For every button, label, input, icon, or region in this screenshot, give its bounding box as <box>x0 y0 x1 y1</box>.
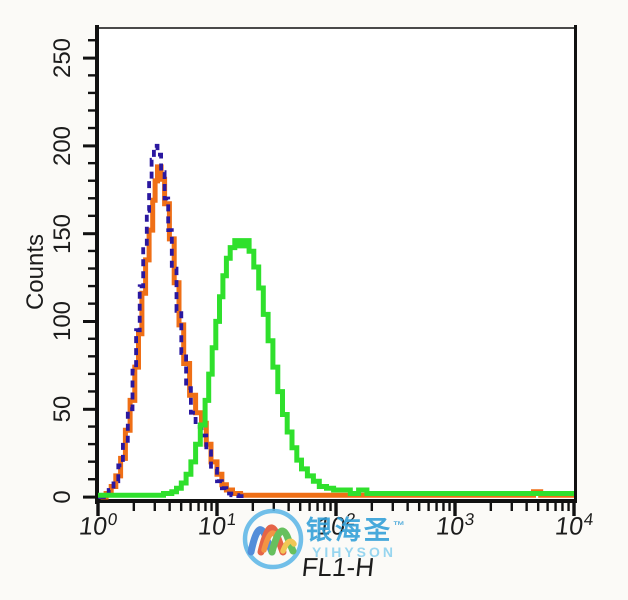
y-minor-tick <box>88 355 95 358</box>
x-minor-tick <box>308 503 311 511</box>
y-minor-tick <box>88 284 95 288</box>
x-minor-tick <box>442 503 445 511</box>
x-axis-line <box>95 499 577 503</box>
y-major-tick <box>83 232 95 236</box>
curve-sample-green <box>98 238 574 498</box>
y-axis-title: Counts <box>22 233 49 311</box>
x-minor-tick <box>168 503 171 511</box>
y-major-tick <box>83 495 95 499</box>
y-minor-tick <box>88 109 95 112</box>
y-minor-tick <box>88 91 95 95</box>
y-minor-tick <box>88 302 95 305</box>
y-minor-tick <box>88 267 95 270</box>
x-minor-tick <box>489 503 493 511</box>
x-minor-tick <box>525 503 528 511</box>
x-minor-tick <box>370 503 374 511</box>
y-minor-tick <box>88 390 95 393</box>
x-minor-tick <box>567 503 570 511</box>
x-minor-tick <box>323 503 326 511</box>
x-minor-tick <box>132 503 136 511</box>
x-minor-tick <box>329 503 332 511</box>
x-minor-tick <box>427 503 430 511</box>
y-major-tick <box>83 144 95 148</box>
y-minor-tick <box>88 442 95 446</box>
x-minor-tick <box>406 503 409 511</box>
curve-control-dashed-navy <box>98 143 249 499</box>
plot-frame-top <box>95 27 577 29</box>
y-minor-tick <box>88 161 95 165</box>
y-minor-tick <box>88 425 95 428</box>
x-minor-tick <box>391 503 394 511</box>
y-tick-label: 200 <box>49 125 76 166</box>
x-minor-tick <box>554 503 557 511</box>
watermark-logo-icon <box>242 508 304 570</box>
x-tick-label: 101 <box>196 510 238 541</box>
y-tick-label: 0 <box>49 490 76 504</box>
x-minor-tick <box>510 503 513 511</box>
y-major-tick <box>83 320 95 323</box>
x-major-tick <box>334 503 338 516</box>
y-minor-tick <box>88 249 95 253</box>
x-major-tick <box>572 503 576 516</box>
y-minor-tick <box>88 214 95 218</box>
x-minor-tick <box>546 503 549 511</box>
y-minor-tick <box>88 179 95 182</box>
x-minor-tick <box>197 503 200 511</box>
x-minor-tick <box>179 503 183 511</box>
x-minor-tick <box>272 503 275 511</box>
y-axis-line <box>95 25 99 504</box>
y-minor-tick <box>88 372 95 376</box>
y-minor-tick <box>88 478 95 481</box>
y-major-tick <box>83 56 95 60</box>
y-minor-tick <box>88 460 95 463</box>
y-minor-tick <box>88 337 95 340</box>
x-minor-tick <box>251 503 255 511</box>
x-tick-label: 104 <box>553 510 595 541</box>
x-tick-label: 100 <box>77 510 119 541</box>
x-major-tick <box>215 503 219 516</box>
y-minor-tick <box>88 197 95 200</box>
y-tick-label: 150 <box>49 213 76 254</box>
x-minor-tick <box>417 503 421 511</box>
watermark: 银海圣™ YIHYSON <box>238 500 488 578</box>
x-major-tick <box>96 503 100 516</box>
x-minor-tick <box>435 503 438 511</box>
trademark-symbol: ™ <box>393 518 406 533</box>
x-minor-tick <box>287 503 290 511</box>
x-minor-tick <box>153 503 156 511</box>
x-minor-tick <box>210 503 213 511</box>
x-major-tick <box>453 503 457 516</box>
plot-frame-right <box>574 25 577 503</box>
watermark-brand-en: YIHYSON <box>312 544 397 560</box>
watermark-brand-cn: 银海圣™ <box>306 515 406 545</box>
plot-area <box>95 27 577 502</box>
y-major-tick <box>83 407 95 411</box>
x-minor-tick <box>536 503 540 511</box>
x-minor-tick <box>204 503 207 511</box>
curve-control-orange <box>100 164 574 500</box>
x-minor-tick <box>448 503 451 511</box>
y-minor-tick <box>88 39 95 42</box>
y-tick-label: 250 <box>49 37 76 79</box>
y-tick-label: 100 <box>49 301 76 342</box>
y-minor-tick <box>88 126 95 130</box>
x-minor-tick <box>561 503 564 511</box>
x-minor-tick <box>298 503 302 511</box>
x-minor-tick <box>189 503 192 511</box>
x-minor-tick <box>316 503 319 511</box>
y-minor-tick <box>88 74 95 77</box>
y-tick-label: 50 <box>49 395 76 423</box>
